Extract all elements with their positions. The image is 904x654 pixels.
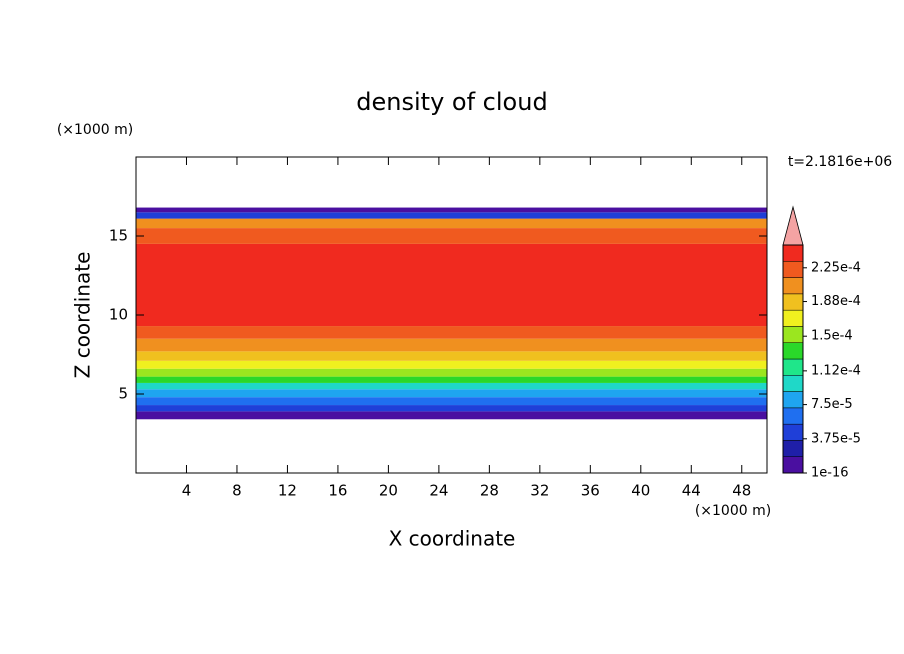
colorbar-tick-label: 1e-16 xyxy=(811,466,849,481)
time-annotation: t=2.1816e+06 xyxy=(788,154,892,170)
colorbar-swatch xyxy=(782,277,804,295)
colorbar-swatch xyxy=(782,423,804,441)
colorbar-swatch xyxy=(782,342,804,360)
contour-band xyxy=(136,382,767,390)
contour-band xyxy=(136,212,767,219)
colorbar-frame xyxy=(782,244,804,474)
chart-title: density of cloud xyxy=(356,88,547,116)
colorbar-swatch xyxy=(782,391,804,409)
x-tick-label: 28 xyxy=(480,482,499,500)
colorbar-swatch xyxy=(782,293,804,311)
contour-band xyxy=(136,405,767,412)
x-tick-label: 16 xyxy=(328,482,347,500)
colorbar-swatch xyxy=(782,440,804,457)
contour-band xyxy=(136,368,767,377)
x-tick-label: 36 xyxy=(581,482,600,500)
y-tick-label: 5 xyxy=(118,385,128,403)
colorbar-swatch xyxy=(782,244,804,262)
colorbar-tick-label: 1.88e-4 xyxy=(811,294,861,309)
contour-band xyxy=(136,218,767,229)
y-axis-label: Z coordinate xyxy=(71,252,95,379)
x-axis-label: X coordinate xyxy=(389,527,516,551)
colorbar-tick-label: 2.25e-4 xyxy=(811,260,861,275)
colorbar-tick-label: 7.5e-5 xyxy=(811,397,853,412)
y-tick-label: 10 xyxy=(109,306,128,324)
colorbar-tick-label: 1.5e-4 xyxy=(811,329,853,344)
contour-band xyxy=(136,351,767,361)
colorbar-swatch xyxy=(782,375,804,392)
x-tick-label: 48 xyxy=(732,482,751,500)
x-tick-label: 40 xyxy=(631,482,650,500)
colorbar-tick-label: 1.12e-4 xyxy=(811,363,861,378)
x-tick-label: 44 xyxy=(682,482,701,500)
contour-band xyxy=(136,397,767,406)
colorbar-swatch xyxy=(782,358,804,376)
colorbar-swatch xyxy=(782,407,804,425)
colorbar-tick-label: 3.75e-5 xyxy=(811,431,861,446)
colorbar-over xyxy=(782,205,804,246)
colorbar-swatch xyxy=(782,261,804,278)
colorbar-swatch xyxy=(782,456,804,474)
contour-band xyxy=(136,376,767,383)
x-tick-label: 24 xyxy=(429,482,448,500)
x-tick-label: 32 xyxy=(530,482,549,500)
x-tick-label: 12 xyxy=(278,482,297,500)
y-unit: (×1000 m) xyxy=(57,122,133,138)
x-tick-label: 20 xyxy=(379,482,398,500)
colorbar-swatch xyxy=(782,326,804,343)
x-tick-label: 8 xyxy=(232,482,242,500)
contour-band xyxy=(136,326,767,339)
contour-band xyxy=(136,411,767,420)
contour-band xyxy=(136,243,767,327)
contour-band xyxy=(136,360,767,369)
contour-band xyxy=(136,389,767,398)
contour-band xyxy=(136,228,767,244)
colorbar-swatch xyxy=(782,309,804,327)
contour-band xyxy=(136,207,767,213)
contour-band xyxy=(136,338,767,352)
x-unit: (×1000 m) xyxy=(695,503,771,519)
y-tick-label: 15 xyxy=(109,227,128,245)
x-tick-label: 4 xyxy=(182,482,192,500)
